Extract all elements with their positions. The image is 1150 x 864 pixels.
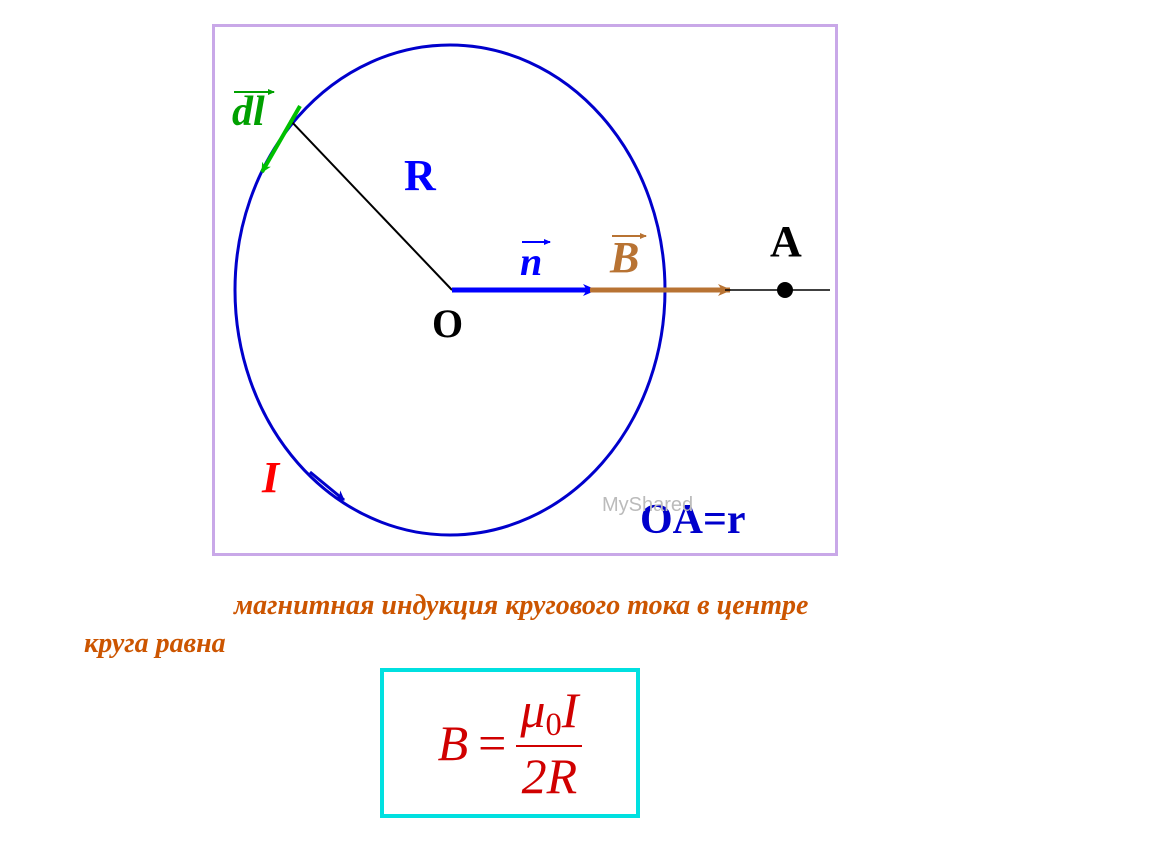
dl-vector	[262, 106, 300, 172]
label-o: O	[432, 300, 463, 347]
formula-sub-zero: 0	[545, 708, 561, 744]
current-direction-arrow	[310, 472, 344, 500]
label-r: R	[404, 150, 436, 201]
label-a: A	[770, 216, 802, 267]
formula-mu: μ	[520, 682, 545, 738]
formula-fraction: μ0I 2R	[516, 681, 582, 804]
caption-line-2: круга равна	[84, 628, 226, 660]
watermark-text: MyShared	[602, 494, 693, 517]
caption-line-1: магнитная индукция кругового тока в цент…	[234, 590, 808, 622]
formula-i: I	[562, 682, 579, 738]
formula-equals: =	[478, 714, 506, 772]
formula-frame: B = μ0I 2R	[380, 668, 640, 818]
radius-line	[290, 120, 452, 290]
stage: dl R n B A O I OA=r MyShared магнитная и…	[0, 0, 1150, 864]
label-n: n	[520, 238, 542, 285]
label-dl: dl	[232, 88, 265, 136]
formula-denominator: 2R	[516, 745, 582, 805]
label-b: B	[610, 232, 639, 283]
label-i: I	[262, 452, 279, 503]
point-a	[777, 282, 793, 298]
formula-numerator: μ0I	[516, 681, 582, 744]
formula-b: B	[438, 714, 469, 772]
